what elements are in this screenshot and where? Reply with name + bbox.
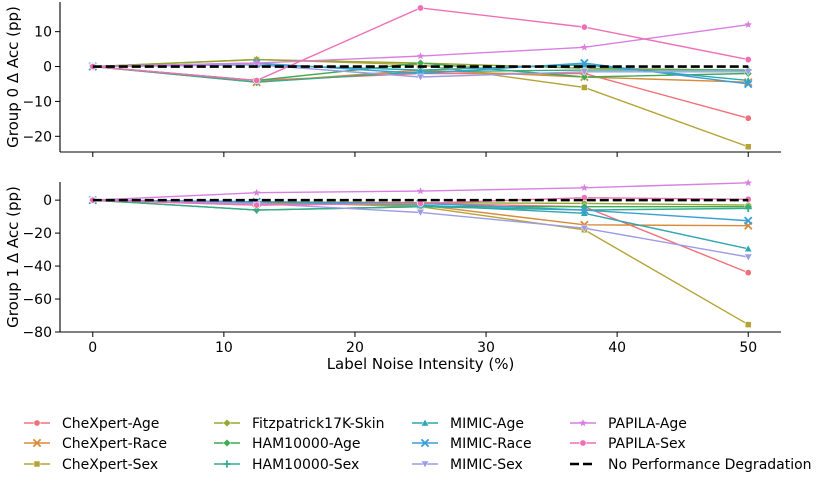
x-tick-label: 20 [346, 340, 364, 356]
data-point [744, 178, 753, 187]
legend-label: CheXpert-Sex [62, 457, 158, 473]
legend-marker [33, 419, 41, 427]
x-tick-label: 50 [739, 340, 757, 356]
x-axis-label: Label Noise Intensity (%) [327, 355, 515, 373]
legend-item-papila-age: PAPILA-Age [570, 416, 687, 432]
data-point [743, 79, 753, 89]
data-point [416, 209, 425, 217]
data-point [416, 73, 425, 82]
legend-marker [579, 419, 587, 427]
x-tick-label: 30 [477, 340, 495, 356]
legend-marker [32, 438, 42, 448]
data-point [580, 72, 589, 82]
legend-marker [420, 460, 430, 469]
y-axis-label: Group 0 Δ Acc (pp) [4, 6, 22, 148]
legend-marker [420, 438, 430, 448]
data-point [744, 114, 752, 122]
legend-item-chexpert-race: CheXpert-Race [24, 436, 167, 452]
data-point [744, 68, 753, 77]
data-point [253, 76, 261, 84]
y-axis-label: Group 1 Δ Acc (pp) [4, 186, 22, 328]
legend-marker [223, 460, 231, 468]
legend-marker [579, 439, 587, 447]
data-point [744, 244, 753, 253]
legend-item-no-performance-degradation: No Performance Degradation [570, 457, 812, 473]
y-tick-label: 0 [43, 193, 52, 209]
y-tick-label: −20 [22, 226, 52, 242]
legend-label: PAPILA-Sex [608, 436, 686, 452]
legend-label: HAM10000-Age [252, 436, 361, 452]
data-point [253, 201, 261, 209]
legend-item-ham10000-sex: HAM10000-Sex [214, 457, 359, 473]
data-point [744, 204, 752, 212]
x-tick-label: 40 [608, 340, 626, 356]
x-tick-label: 10 [215, 340, 233, 356]
series-papila-sex [89, 194, 752, 209]
data-point [744, 269, 752, 277]
data-point [580, 224, 589, 233]
data-point [416, 187, 425, 195]
y-tick-label: −10 [22, 94, 52, 110]
data-point [744, 143, 752, 151]
legend-label: HAM10000-Sex [252, 457, 359, 473]
y-tick-label: −80 [22, 325, 52, 341]
legend-marker [420, 418, 430, 427]
data-point [744, 253, 753, 262]
data-point [416, 52, 425, 60]
y-tick-label: 0 [43, 60, 52, 76]
legend-item-mimic-age: MIMIC-Age [412, 416, 524, 432]
data-point [580, 43, 589, 51]
legend-label: Fitzpatrick17K-Skin [252, 416, 385, 432]
legend-item-chexpert-sex: CheXpert-Sex [24, 457, 158, 473]
series-papila-sex [89, 4, 752, 84]
data-point [252, 59, 261, 67]
series-line [92, 199, 749, 326]
legend: CheXpert-Age CheXpert-Race CheXpert-Sex Fit… [24, 416, 812, 473]
top-panel: −20 −10 0 10 Group 0 Δ Acc (pp) [4, 2, 781, 157]
legend-label: MIMIC-Sex [450, 457, 523, 473]
legend-marker [33, 460, 41, 468]
y-tick-label: −40 [22, 259, 52, 275]
data-point [744, 56, 752, 64]
legend-item-ham10000-age: HAM10000-Age [214, 436, 361, 452]
y-tick-label: −60 [22, 292, 52, 308]
data-point [744, 321, 752, 328]
data-point [252, 188, 261, 196]
legend-label: CheXpert-Race [62, 436, 167, 452]
legend-marker [222, 438, 232, 448]
legend-label: No Performance Degradation [608, 457, 812, 473]
data-point [744, 20, 753, 28]
data-point [581, 84, 588, 91]
legend-marker [222, 418, 232, 428]
data-point [580, 68, 589, 77]
data-point [580, 183, 589, 192]
data-point [580, 23, 588, 31]
x-tick-label: 0 [88, 340, 97, 356]
data-point [743, 216, 753, 225]
data-point [580, 205, 589, 215]
y-tick-label: 10 [34, 25, 52, 41]
legend-label: MIMIC-Age [450, 416, 524, 432]
legend-label: PAPILA-Age [608, 416, 687, 432]
legend-item-fitzpatrick17k-skin: Fitzpatrick17K-Skin [214, 416, 385, 432]
bottom-panel: −80 −60 −40 −20 0 0 10 20 30 40 50 Group 1 Δ Acc (p… [4, 178, 781, 373]
legend-label: CheXpert-Age [62, 416, 159, 432]
legend-item-papila-sex: PAPILA-Sex [570, 436, 686, 452]
legend-item-mimic-race: MIMIC-Race [412, 436, 532, 452]
y-tick-label: −20 [22, 129, 52, 145]
data-point [416, 4, 424, 12]
legend-item-chexpert-age: CheXpert-Age [24, 416, 159, 432]
legend-item-mimic-sex: MIMIC-Sex [412, 457, 523, 473]
legend-label: MIMIC-Race [450, 436, 532, 452]
